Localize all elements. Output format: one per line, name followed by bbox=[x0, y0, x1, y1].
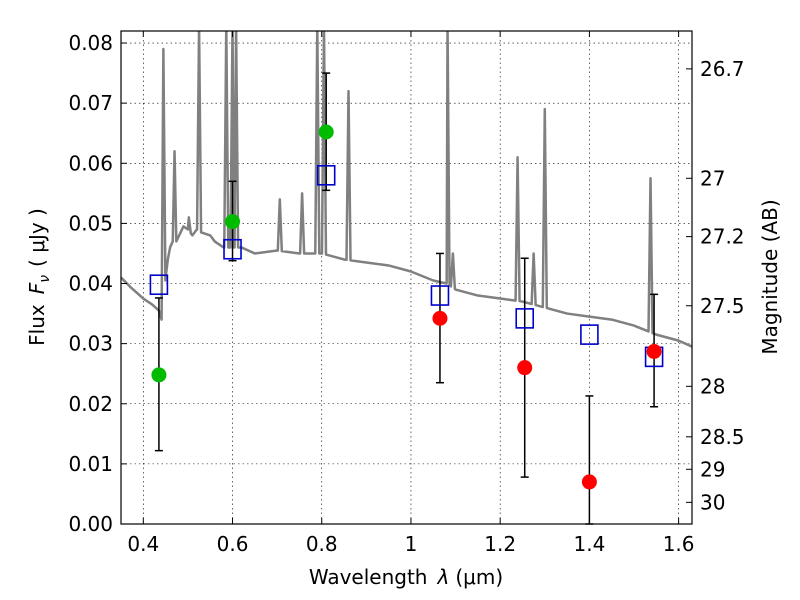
y-tick-label: 0.05 bbox=[68, 211, 113, 235]
y2-tick-label: 28 bbox=[700, 374, 725, 398]
y2-tick-label: 27 bbox=[700, 166, 725, 190]
y2-axis-label: Magnitude (AB) bbox=[758, 199, 782, 354]
y2-tick-label: 29 bbox=[700, 457, 725, 481]
model-box-marker bbox=[223, 238, 242, 260]
y-tick-label: 0.06 bbox=[68, 151, 113, 175]
x-tick-label: 0.8 bbox=[306, 532, 338, 556]
y-tick-label: 0.04 bbox=[68, 272, 113, 296]
axis-ticks bbox=[121, 31, 692, 525]
y2-tick-label: 30 bbox=[700, 490, 725, 514]
y-tick-label: 0.03 bbox=[68, 332, 113, 356]
non-detection-point bbox=[581, 474, 597, 490]
y-tick-label: 0.02 bbox=[68, 392, 113, 416]
x-axis-label: Wavelength λ (μm) bbox=[309, 565, 503, 589]
non-detection-point bbox=[646, 343, 662, 359]
y2-tick-label: 27.2 bbox=[700, 225, 745, 249]
tick-labels: 0.4 0.6 0.8 1 1.2 1.4 1.6 0.00 0.01 0.02 0.03 0.04 0… bbox=[68, 31, 744, 556]
x-tick-label: 1.2 bbox=[484, 532, 516, 556]
x-tick-label: 0.4 bbox=[127, 532, 159, 556]
markers bbox=[149, 124, 664, 490]
model-box-marker bbox=[515, 308, 535, 329]
y2-tick-label: 27.5 bbox=[700, 294, 745, 318]
grid-lines bbox=[121, 31, 692, 525]
y-axis-label: FluxFν( μJy ) bbox=[25, 208, 53, 346]
detection-point bbox=[225, 214, 241, 230]
spectrum-layer bbox=[121, 31, 692, 348]
non-detection-point bbox=[517, 360, 533, 376]
x-tick-label: 1.6 bbox=[663, 532, 695, 556]
y2-tick-label: 26.7 bbox=[700, 57, 745, 81]
y-tick-label: 0.01 bbox=[68, 452, 113, 476]
x-tick-label: 0.6 bbox=[217, 532, 249, 556]
plot-frame bbox=[120, 30, 693, 525]
y-tick-label: 0.07 bbox=[68, 91, 113, 115]
spectrum-line bbox=[121, 31, 692, 348]
plot-background bbox=[121, 31, 692, 524]
model-box-marker bbox=[316, 164, 336, 186]
model-box-marker bbox=[149, 274, 169, 296]
model-box-marker bbox=[580, 324, 599, 345]
y2-tick-label: 28.5 bbox=[700, 425, 745, 449]
model-box-marker bbox=[430, 285, 450, 306]
y-tick-label: 0.00 bbox=[68, 512, 113, 536]
detection-point bbox=[318, 124, 334, 140]
non-detection-point bbox=[432, 310, 448, 326]
y-tick-label: 0.08 bbox=[68, 31, 113, 55]
detection-point bbox=[151, 367, 167, 383]
x-tick-label: 1.4 bbox=[573, 532, 605, 556]
x-tick-label: 1 bbox=[405, 532, 418, 556]
